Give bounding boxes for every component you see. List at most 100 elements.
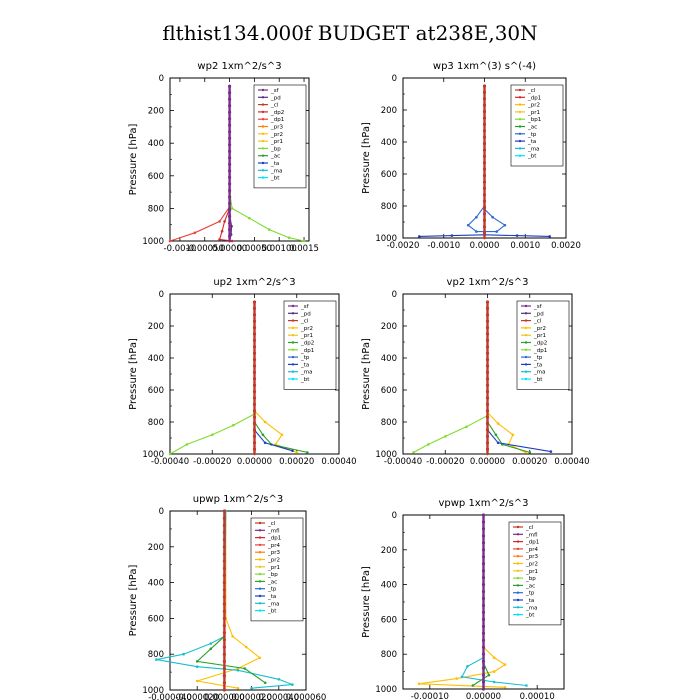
data-point [218, 238, 221, 241]
data-point [252, 422, 257, 426]
data-point [252, 377, 257, 381]
data-point [475, 215, 478, 219]
data-point [291, 449, 294, 453]
legend-marker [516, 540, 520, 543]
legend-label: _ma [300, 370, 312, 376]
legend: _sf_pd _cl_dp2_dp1 _pr3_pr2_pr1_bp _ac_ta_m… [253, 84, 307, 189]
y-tick-label: 1000 [142, 686, 164, 696]
data-point [511, 433, 515, 437]
y-tick-label: 0 [159, 74, 164, 84]
legend-label: _pr3 [525, 554, 539, 560]
legend-label: _bp [267, 572, 278, 578]
data-point [482, 199, 487, 203]
data-point [481, 534, 486, 538]
legend-marker [516, 598, 520, 602]
series-pr2 [417, 513, 507, 689]
legend-label: _sf [533, 304, 543, 310]
data-point [228, 162, 232, 166]
x-tick-label: -0.0010 [427, 241, 460, 251]
legend-marker [524, 334, 528, 337]
legend-marker [524, 341, 528, 344]
x-tick-label: -0.0020 [387, 241, 420, 251]
data-point [450, 234, 454, 237]
data-point [253, 452, 256, 456]
data-point [222, 616, 226, 621]
data-point [481, 666, 486, 670]
data-point [222, 624, 226, 628]
data-point [222, 602, 226, 606]
legend-label: _pr2 [267, 558, 280, 564]
data-point [482, 174, 487, 178]
legend-marker [291, 370, 295, 373]
y-tick-label: 200 [381, 106, 397, 116]
data-point [222, 645, 226, 649]
legend-marker [261, 169, 265, 172]
data-point [185, 443, 189, 446]
data-point [295, 451, 299, 454]
data-point [482, 206, 487, 210]
data-point [481, 583, 486, 587]
legend-marker [518, 103, 522, 106]
data-point [222, 523, 226, 527]
legend-label: _dp1 [300, 348, 314, 354]
data-point [228, 239, 231, 243]
data-point [481, 680, 486, 684]
legend-marker [524, 326, 528, 330]
series-line [419, 515, 507, 688]
data-point [485, 300, 490, 304]
legend-marker [261, 118, 265, 121]
data-point [230, 225, 233, 228]
legend-marker [516, 547, 520, 551]
data-point [481, 687, 486, 691]
legend-marker [524, 377, 528, 381]
data-point [306, 451, 309, 454]
data-point [222, 588, 226, 592]
legend-marker [516, 576, 520, 580]
data-point [252, 345, 257, 349]
data-point [482, 110, 487, 114]
legend-marker [258, 565, 262, 568]
x-tick-label: 0.00040 [554, 457, 589, 467]
legend: _cl_dp1 _pr2_pr1_bp1 _ac_tp_ta_ma _bt [510, 84, 564, 167]
legend-label: _dp2 [533, 341, 547, 347]
data-point [302, 239, 306, 243]
chart-panel-1: wp2 1xm^2/s^3 Pressure [hPa] 0 200 400 600 800… [128, 61, 319, 254]
x-tick-label: 0.000060 [286, 693, 327, 700]
x-tick-label: -0.00050 [186, 244, 224, 254]
series-cl [482, 84, 487, 240]
y-tick-label: 800 [148, 418, 164, 428]
x-tick-label: 0.00000 [212, 244, 247, 254]
data-point [482, 103, 487, 107]
legend-label: _ta [527, 139, 536, 145]
data-point [482, 84, 487, 88]
data-point [252, 338, 257, 342]
panel-title: vpwp 1xm^2/s^3 [438, 498, 528, 509]
data-point [263, 420, 267, 424]
legend-box [516, 300, 570, 390]
data-point [195, 660, 199, 663]
y-tick-label: 200 [148, 322, 164, 332]
panel-title: up2 1xm^2/s^3 [213, 277, 295, 288]
data-point [222, 666, 226, 671]
legend-marker [261, 110, 265, 114]
series-line [467, 86, 506, 233]
data-point [417, 682, 421, 686]
y-tick-label: 800 [381, 202, 397, 212]
data-point [482, 161, 487, 165]
legend-marker [258, 543, 262, 547]
y-tick-label: 0 [392, 74, 397, 84]
legend-label: _pr1 [533, 333, 546, 339]
data-point [485, 358, 490, 362]
data-point [209, 647, 213, 651]
data-point [485, 377, 490, 381]
x-tick-label: 0.0020 [551, 241, 581, 251]
series-line [254, 421, 308, 453]
data-point [228, 188, 232, 193]
y-tick-label: 400 [148, 354, 164, 364]
data-point [481, 617, 486, 622]
legend-marker [518, 96, 522, 99]
data-point [466, 223, 470, 227]
data-point [485, 351, 490, 355]
legend-label: _ac [270, 154, 280, 160]
data-point [222, 681, 226, 685]
